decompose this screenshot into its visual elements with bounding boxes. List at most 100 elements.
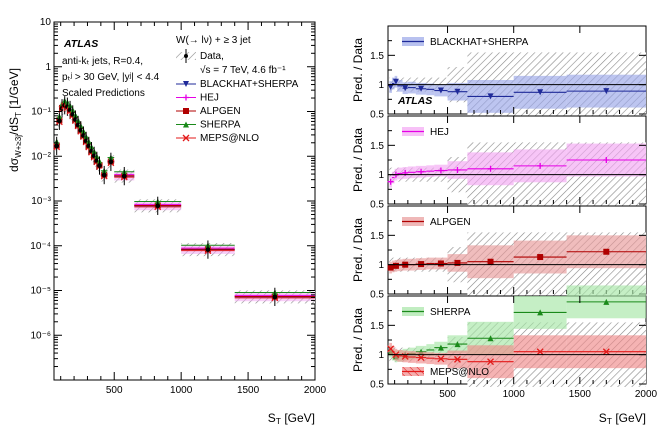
ratio-y-tick-label: 1 [378, 80, 384, 91]
ratio-marker [387, 264, 394, 271]
left-x-axis-label: ST [GeV] [268, 411, 315, 426]
left-plot-content [53, 96, 315, 307]
cuts-note: pₜʲ > 30 GeV, |yʲ| < 4.4 [62, 72, 160, 83]
ratio-marker [603, 248, 610, 255]
ratio-marker [454, 355, 461, 363]
ratio-legend-label: ALPGEN [430, 217, 471, 228]
left-y-axis-label: dσW+≥3j/dST [1/GeV] [7, 68, 23, 172]
legend-label: SHERPA [200, 120, 241, 131]
ratio-y-tick-label: 0.5 [370, 290, 384, 301]
ratio-marker [437, 167, 444, 174]
data-point [121, 173, 127, 179]
ratio-marker [536, 348, 544, 356]
y-tick-label: 10⁻¹ [31, 107, 51, 118]
ratio-marker [392, 262, 399, 269]
legend-marker [182, 134, 190, 142]
ratio-marker [418, 85, 425, 92]
ratio-marker [487, 93, 494, 100]
ratio-marker [387, 345, 395, 353]
left-legend-items: BLACKHAT+SHERPA HEJ ALPGEN SHERPA MEPS@NLO [176, 79, 299, 144]
data-point [272, 294, 278, 300]
x-tick-label: 1000 [170, 385, 193, 396]
ratio-marker [454, 88, 461, 95]
data-point [101, 172, 107, 178]
data-point [205, 247, 211, 253]
data-point [108, 159, 114, 165]
ratio-y-axis-label: Pred. / Data [351, 38, 365, 102]
ratio-panel: 0.5 1 1.5 Pred. / Data BLACKHAT+SHERPA ATLAS [351, 25, 647, 121]
ratio-marker [418, 261, 425, 268]
ratio-legend-label: HEJ [430, 127, 449, 138]
ratio-marker [603, 298, 610, 305]
legend-data-sub: √s = 7 TeV, 4.6 fb⁻¹ [200, 64, 286, 76]
ratio-marker [487, 258, 494, 265]
legend-label: BLACKHAT+SHERPA [200, 79, 299, 90]
ratio-marker [487, 335, 494, 342]
y-tick-label: 10⁻⁵ [30, 286, 51, 297]
y-tick-label: 10⁻³ [31, 196, 51, 207]
process-label: W(→ lν) + ≥ 3 jet [176, 35, 251, 46]
ratio-marker [603, 157, 610, 163]
ratio-marker [454, 259, 461, 266]
ratio-marker [418, 168, 425, 175]
left-legend: Data, √s = 7 TeV, 4.6 fb⁻¹ BLACKHAT+SHER… [176, 49, 299, 144]
ratio-y-tick-label: 1 [378, 350, 384, 361]
ratio-marker [437, 87, 444, 94]
ratio-panel: 0.5 1 1.5 Pred. / Data HEJ [351, 115, 647, 211]
ratio-y-tick-label: 1 [378, 170, 384, 181]
legend-label: MEPS@NLO [200, 133, 259, 144]
ratio-marker [392, 78, 399, 85]
ratio-y-tick-label: 1.5 [370, 51, 384, 62]
ratio-marker [537, 309, 544, 316]
ratio-legend-label: SHERPA [430, 307, 471, 318]
ratio-y-axis-label: Pred. / Data [351, 308, 365, 372]
legend-label: HEJ [200, 93, 219, 104]
ratio-y-axis-label: Pred. / Data [351, 218, 365, 282]
x-tick-label: 1500 [237, 385, 260, 396]
ratio-marker [487, 165, 494, 172]
ratio-y-axis-label: Pred. / Data [351, 128, 365, 192]
legend-marker [183, 81, 189, 87]
legend-label: ALPGEN [200, 106, 241, 117]
cross-section-panel: 10 1 10⁻¹ 10⁻² 10⁻³ 10⁻⁴ 10⁻⁵ 10⁻⁶ 500 1000 1500 20… [7, 17, 327, 426]
y-tick-label: 1 [45, 62, 51, 73]
ratio-marker [437, 260, 444, 267]
ratio-y-tick-label: 0.5 [370, 110, 384, 121]
legend-data-label: Data, [200, 51, 224, 62]
ratio-marker [387, 84, 394, 91]
ratio-marker [402, 85, 409, 92]
ratio-y-tick-label: 0.5 [370, 380, 384, 391]
y-tick-label: 10 [40, 17, 52, 28]
ratio-x-tick-label: 2000 [635, 389, 658, 400]
left-axis-ticks: 10 1 10⁻¹ 10⁻² 10⁻³ 10⁻⁴ 10⁻⁵ 10⁻⁶ 500 1000 1500 20… [30, 17, 326, 396]
legend-marker [183, 121, 189, 128]
jets-note: anti-kₜ jets, R=0.4, [62, 56, 143, 67]
ratio-marker [487, 358, 494, 366]
right-x-axis-label: ST [GeV] [599, 411, 646, 426]
x-tick-label: 500 [106, 385, 123, 396]
ratio-y-tick-label: 1 [378, 260, 384, 271]
ratio-y-tick-label: 1.5 [370, 141, 384, 152]
ratio-y-tick-label: 0.5 [370, 200, 384, 211]
ratio-marker [454, 341, 461, 348]
data-point [54, 143, 60, 149]
y-tick-label: 10⁻⁴ [30, 241, 51, 252]
ratio-x-tick-label: 1000 [503, 389, 526, 400]
ratio-legend-hatch [402, 367, 424, 376]
ratio-marker [387, 178, 394, 185]
y-tick-label: 10⁻⁶ [30, 330, 51, 341]
data-point [155, 203, 161, 209]
ratio-marker [537, 89, 544, 96]
ratio-marker [454, 166, 461, 173]
ratio-x-tick-label: 500 [439, 389, 456, 400]
scaled-note: Scaled Predictions [62, 88, 145, 99]
data-point [97, 163, 102, 168]
ratio-y-tick-label: 1.5 [370, 231, 384, 242]
ratio-marker [537, 254, 544, 261]
ratio-marker [437, 355, 445, 363]
ratio-marker [537, 162, 544, 169]
ratio-legend-label: BLACKHAT+SHERPA [430, 37, 529, 48]
legend-marker [183, 108, 189, 114]
legend-marker [183, 94, 189, 101]
